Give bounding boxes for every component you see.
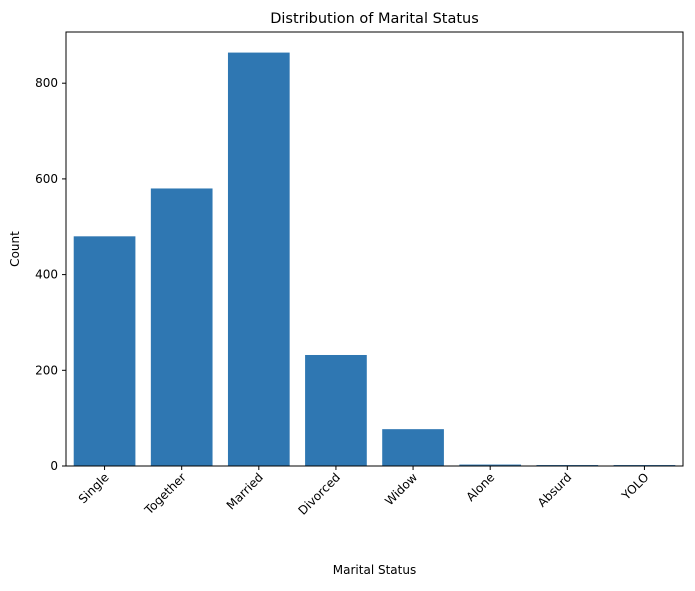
y-tick-label: 800	[35, 76, 58, 90]
y-tick-label: 200	[35, 363, 58, 377]
y-tick-label: 0	[50, 459, 58, 473]
x-tick-label: Widow	[382, 470, 420, 508]
x-tick-label: Alone	[463, 470, 497, 504]
bar-together	[150, 188, 213, 466]
bar-alone	[459, 464, 522, 466]
bar-divorced	[305, 354, 367, 466]
bar-widow	[382, 429, 444, 466]
y-axis: 0 200 400 600 800	[35, 76, 66, 473]
bars-group	[73, 52, 676, 466]
y-axis-label: Count	[8, 231, 22, 267]
bar-married	[227, 52, 290, 466]
bar-single	[73, 236, 136, 466]
x-tick-label: YOLO	[618, 470, 651, 503]
x-tick-label: Married	[224, 470, 266, 512]
x-tick-label: Absurd	[535, 470, 575, 510]
y-tick-label: 600	[35, 172, 58, 186]
x-axis: Single Together Married Divorced Widow Alone A…	[76, 466, 652, 518]
y-tick-label: 400	[35, 268, 58, 282]
plot-frame	[65, 31, 684, 467]
chart-title: Distribution of Marital Status	[270, 11, 479, 27]
x-tick-label: Together	[141, 470, 189, 518]
x-tick-label: Single	[76, 470, 112, 506]
x-tick-label: Divorced	[295, 470, 343, 518]
x-axis-label: Marital Status	[333, 563, 416, 577]
